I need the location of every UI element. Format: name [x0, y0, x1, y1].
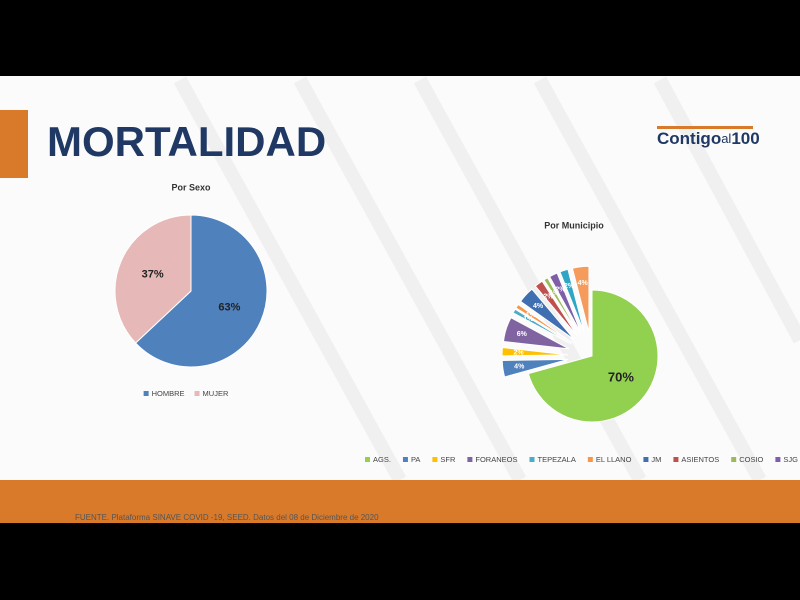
- legend-swatch: [529, 457, 535, 462]
- data-label: 1%: [526, 312, 537, 319]
- pie-slice: [527, 289, 659, 423]
- legend-label: AGS.: [373, 455, 391, 464]
- legend-label: HOMBRE: [152, 389, 185, 398]
- data-label: 2%: [564, 283, 575, 290]
- logo-part: Contigo: [657, 129, 721, 148]
- legend-label: SJG: [783, 455, 798, 464]
- footer-band: [0, 480, 800, 523]
- legend-label: TEPEZALA: [537, 455, 575, 464]
- pie-slice: [519, 288, 575, 341]
- pie-slice: [559, 268, 585, 334]
- data-label: 2%: [543, 294, 554, 301]
- slide-title: MORTALIDAD: [47, 118, 326, 165]
- pie-slice: [114, 214, 192, 344]
- chart-title: Por Municipio: [544, 220, 604, 230]
- legend-label: FORANEOS: [475, 455, 517, 464]
- legend-label: JM: [651, 455, 661, 464]
- legend-swatch: [143, 391, 149, 396]
- legend-swatch: [643, 457, 649, 462]
- charts: Por Sexo 63% 37% HOMBRE MUJER Por Municipio 70…: [114, 182, 798, 464]
- legend-swatch: [731, 457, 737, 462]
- legend-swatch: [467, 457, 473, 462]
- legend-swatch: [587, 457, 593, 462]
- pie-slice: [548, 272, 583, 335]
- logo-part: al: [721, 131, 731, 146]
- legend-swatch: [775, 457, 781, 462]
- data-label: 4%: [578, 280, 589, 287]
- pie-slice: [134, 214, 268, 368]
- legend-label: PA: [411, 455, 420, 464]
- data-label: 1%: [523, 316, 534, 323]
- legend-label: MUJER: [203, 389, 229, 398]
- pie-slice: [543, 277, 581, 336]
- logo-bar: [657, 126, 753, 129]
- pie-slice: [501, 358, 569, 378]
- legend-swatch: [365, 457, 370, 462]
- data-label: 6%: [517, 331, 528, 338]
- logo-part: 100: [731, 129, 759, 148]
- chart-title: Por Sexo: [171, 182, 211, 192]
- pie-slice: [512, 308, 572, 345]
- source-note: FUENTE. Plataforma SINAVE COVID -19, SEE…: [75, 513, 379, 522]
- legend-label: EL LLANO: [596, 455, 632, 464]
- legend-swatch: [673, 457, 679, 462]
- logo: Contigoal100: [657, 129, 760, 148]
- pie-slice: [501, 346, 569, 357]
- pie-slice: [502, 317, 570, 350]
- legend-swatch: [432, 457, 438, 462]
- data-label: 2%: [514, 349, 525, 356]
- legend-swatch: [194, 391, 200, 396]
- data-label: 1%: [549, 290, 560, 297]
- legend-swatch: [402, 457, 408, 462]
- legend: AGS. PA SFR FORANEOS TEPEZALA EL LLANO JM ASIEN…: [365, 455, 798, 464]
- legend-label: SFR: [440, 455, 456, 464]
- pie-slice: [534, 280, 579, 337]
- legend: HOMBRE MUJER: [143, 389, 229, 398]
- data-label: 70%: [608, 369, 634, 384]
- legend-label: COSIO: [739, 455, 763, 464]
- pie-slice: [571, 265, 590, 333]
- data-label: 63%: [218, 302, 240, 314]
- data-label: 4%: [514, 363, 525, 370]
- legend-label: ASIENTOS: [681, 455, 719, 464]
- data-label: 4%: [533, 303, 544, 310]
- pie-slice: [515, 303, 573, 344]
- title-tab: [0, 110, 28, 178]
- data-label: 37%: [142, 268, 164, 280]
- data-label: 2%: [555, 286, 566, 293]
